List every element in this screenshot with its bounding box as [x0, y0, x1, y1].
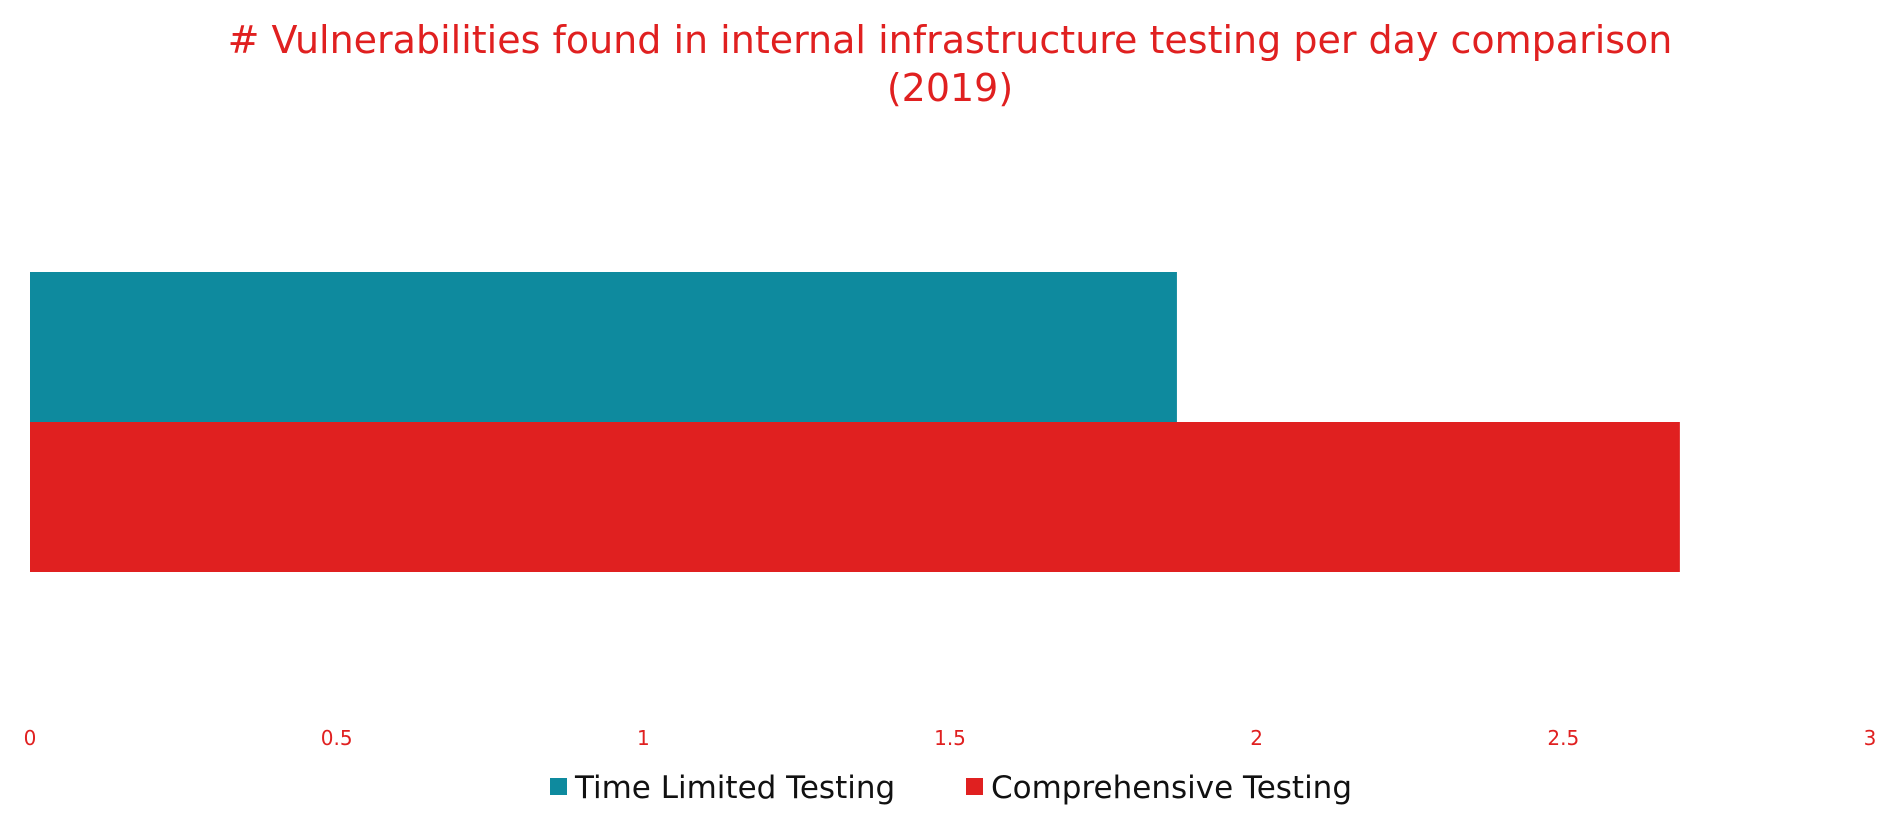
chart-title: # Vulnerabilities found in internal infr… [228, 18, 1673, 62]
x-tick-label: 1 [637, 726, 650, 750]
x-tick-label: 0 [24, 726, 37, 750]
legend-label: Time Limited Testing [574, 770, 895, 806]
legend: Time Limited Testing Comprehensive Testin… [550, 770, 1352, 806]
x-axis-ticks: 0 0.5 1 1.5 2 2.5 3 [24, 726, 1877, 750]
bar-time-limited-testing [30, 272, 1177, 422]
plot-area [30, 272, 1680, 572]
chart-subtitle: (2019) [887, 66, 1013, 110]
x-tick-label: 1.5 [934, 726, 966, 750]
legend-swatch [966, 778, 983, 795]
x-tick-label: 3 [1864, 726, 1877, 750]
bar-comprehensive-testing [30, 422, 1680, 572]
legend-label: Comprehensive Testing [991, 770, 1352, 806]
x-tick-label: 2 [1250, 726, 1263, 750]
legend-swatch [550, 778, 567, 795]
x-tick-label: 2.5 [1547, 726, 1579, 750]
x-tick-label: 0.5 [321, 726, 353, 750]
